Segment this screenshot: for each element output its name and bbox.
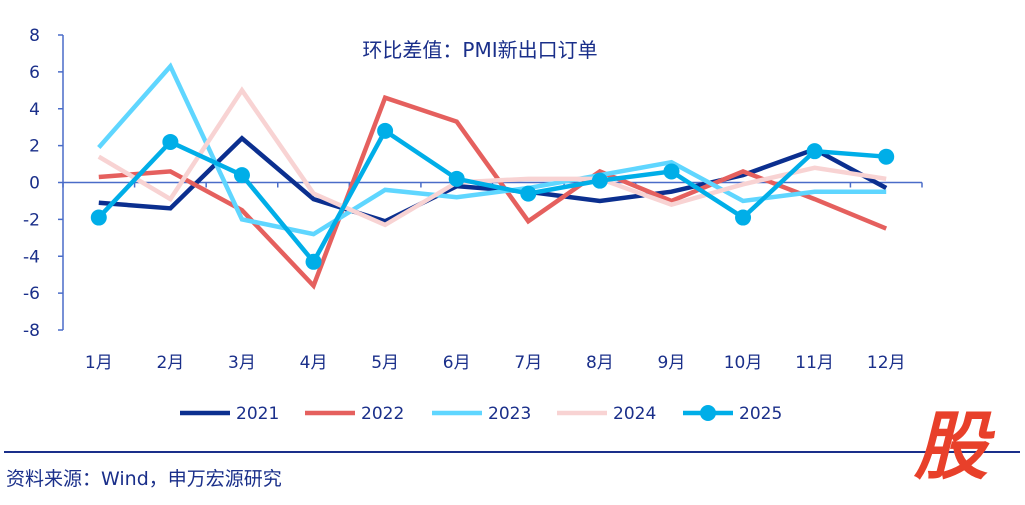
x-tick-label: 2月	[156, 353, 184, 373]
y-tick-label: -8	[23, 321, 40, 341]
data-point	[305, 253, 322, 270]
legend-item-2022: 2022	[305, 404, 404, 424]
data-point	[520, 185, 537, 202]
series-line	[97, 62, 887, 237]
data-point	[448, 170, 465, 187]
x-tick-label: 7月	[514, 353, 542, 373]
y-tick-label: 2	[29, 137, 40, 157]
data-point	[735, 209, 752, 226]
data-point	[806, 143, 823, 160]
data-point	[90, 209, 107, 226]
x-tick-label: 8月	[586, 353, 614, 373]
data-point	[663, 163, 680, 180]
legend-item-2023: 2023	[432, 404, 531, 424]
series-line	[97, 86, 887, 228]
legend-item-2024: 2024	[557, 404, 656, 424]
data-point	[878, 148, 895, 165]
x-tick-label: 10月	[724, 353, 763, 373]
x-tick-label: 3月	[228, 353, 256, 373]
legend-label: 2024	[613, 404, 656, 424]
legend-item-2025: 2025	[683, 404, 782, 424]
source-note: 资料来源：Wind，申万宏源研究	[6, 468, 282, 490]
logo: 股	[914, 404, 988, 490]
series-line	[97, 127, 887, 266]
legend-item-2021: 2021	[180, 404, 279, 424]
y-tick-label: -6	[23, 284, 40, 304]
data-point	[377, 122, 394, 139]
legend-label: 2021	[236, 404, 279, 424]
y-tick-label: -4	[23, 247, 40, 267]
x-tick-label: 4月	[300, 353, 328, 373]
legend-label: 2022	[361, 404, 404, 424]
data-point	[591, 172, 608, 189]
data-point	[162, 133, 179, 150]
line-chart: 环比差值：PMI新出口订单 8 6 4 2 0 -2 -4 -6 -8 1月 2月 3月 4月 5月 6月 7月…	[23, 26, 923, 424]
y-tick-label: 0	[29, 174, 40, 194]
legend-label: 2023	[488, 404, 531, 424]
x-tick-label: 5月	[371, 353, 399, 373]
series-2024	[97, 86, 887, 228]
x-tick-label: 6月	[443, 353, 471, 373]
y-tick-label: 6	[29, 63, 40, 83]
y-tick-label: -2	[23, 210, 40, 230]
chart-title: 环比差值：PMI新出口订单	[362, 38, 597, 62]
y-tick-label: 8	[29, 26, 40, 46]
series-2021	[98, 135, 888, 224]
series-2025	[90, 122, 895, 270]
data-point	[233, 167, 250, 184]
x-tick-label: 1月	[85, 353, 113, 373]
series-line	[98, 135, 888, 224]
x-tick-label: 11月	[795, 353, 834, 373]
x-tick-label: 9月	[658, 353, 686, 373]
series-2022	[98, 94, 888, 290]
series-2023	[97, 62, 887, 237]
y-tick-label: 4	[29, 100, 40, 120]
divider	[4, 451, 1020, 453]
x-tick-label: 12月	[867, 353, 906, 373]
legend-label: 2025	[739, 404, 782, 424]
series-line	[98, 94, 888, 290]
legend-marker	[700, 405, 716, 421]
